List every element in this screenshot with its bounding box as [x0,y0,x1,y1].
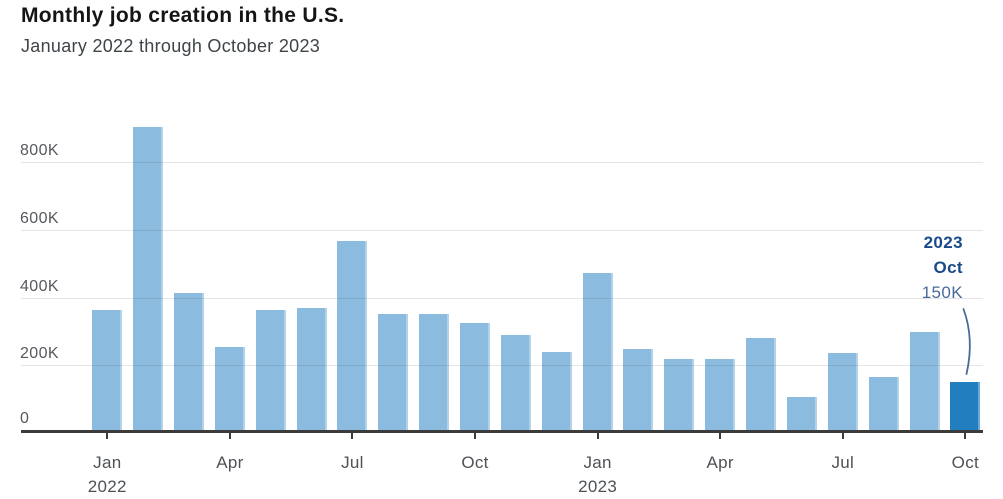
gridline-600k [21,229,983,231]
x-axis-label-jul: Jul [341,453,364,472]
bar-aug-2022 [378,313,409,433]
x-axis-label-apr: Apr [706,453,734,472]
bar-feb-2023 [623,348,654,433]
x-axis-tick-oct [964,433,967,439]
bar-jan-2023 [582,273,613,433]
y-axis-label-800k: 800K [20,142,59,159]
bar-sep-2022 [419,314,450,433]
bar-jun-2022 [296,307,327,433]
y-axis-label-0: 0 [20,410,30,427]
y-axis-label-400k: 400K [20,277,59,295]
chart-title: Monthly job creation in the U.S. [21,4,345,27]
bar-feb-2022 [133,126,164,433]
bar-apr-2022 [214,346,245,433]
gridline-800k [21,162,983,163]
y-axis-label-200k: 200K [20,345,59,363]
annotation-month: Oct [933,258,963,277]
bar-oct-2023 [950,382,981,433]
bar-jun-2023 [786,397,817,433]
x-axis-tick-jul [351,433,354,439]
bar-may-2022 [255,309,286,433]
x-axis-year-label-2023: 2023 [578,477,618,496]
bar-sep-2023 [909,332,940,433]
x-axis-tick-apr [719,433,722,439]
bar-dec-2022 [541,352,572,433]
x-axis-label-oct: Oct [951,453,980,472]
annotation-value: 150K [921,283,963,302]
annotation-year: 2023 [923,233,963,252]
x-axis-label-oct: Oct [461,453,489,472]
annotation-latest-bar: 2023 Oct 150K [922,230,963,305]
bar-apr-2023 [705,359,736,433]
gridline-400k [21,297,983,299]
x-axis-line [21,430,983,433]
x-axis-label-jan2023: Jan [583,453,612,472]
bar-jan-2022 [92,309,123,433]
x-axis-tick-apr [228,433,231,439]
annotation-connector-arc [962,308,971,375]
bar-jul-2022 [337,240,368,433]
gridline-200k [21,365,983,367]
arc-path [962,308,971,375]
y-axis-label-600k: 600K [20,209,59,227]
x-axis-year-label-2022: 2022 [87,477,127,496]
x-axis-label-apr: Apr [216,453,244,472]
x-axis-tick-jul [841,433,844,439]
x-axis-tick-jan2022 [106,433,109,439]
bar-may-2023 [746,337,777,433]
bar-mar-2023 [664,359,695,433]
x-axis-tick-oct [474,433,477,439]
bar-oct-2022 [460,323,491,433]
bar-mar-2022 [174,292,205,433]
bar-aug-2023 [868,377,899,433]
bar-nov-2022 [500,334,531,433]
x-axis-label-jan2022: Jan [93,453,122,472]
bar-jul-2023 [827,353,858,433]
chart-subtitle: January 2022 through October 2023 [21,36,321,56]
x-axis-tick-jan2023 [596,433,599,439]
x-axis-label-jul: Jul [831,453,855,472]
